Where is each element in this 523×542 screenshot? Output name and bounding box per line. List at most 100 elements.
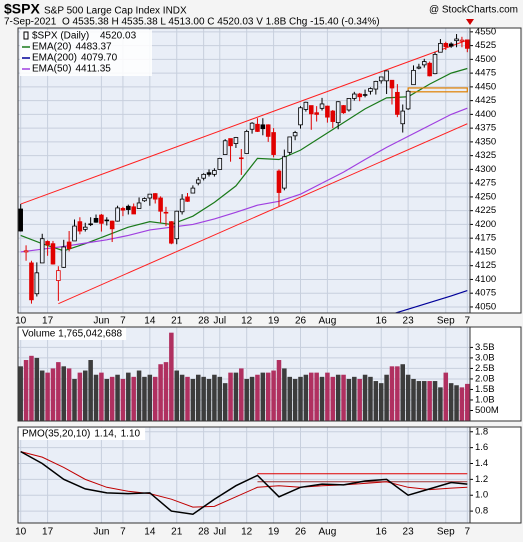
y-tick-label: 1.0B [475, 394, 495, 405]
candle-body [158, 197, 163, 212]
candle-body [346, 98, 352, 111]
candle-body [389, 79, 395, 89]
volume-bar [298, 376, 303, 421]
volume-bar [292, 378, 298, 421]
candle-body [66, 241, 72, 250]
x-tick-label: 7 [120, 316, 126, 327]
candle-body [314, 112, 319, 115]
volume-bar [276, 360, 282, 421]
x-tick-label: 10 [15, 527, 27, 538]
x-tick-label: 7 [465, 527, 471, 538]
volume-bar [77, 372, 83, 421]
volume-bar [115, 374, 120, 421]
candle-body [427, 62, 432, 77]
x-tick-label: 23 [403, 527, 415, 538]
volume-bar [34, 357, 40, 421]
volume-bar [152, 376, 158, 421]
legend-value: 1.10 [121, 429, 141, 440]
y-tick-label: 4075 [475, 288, 496, 299]
volume-bar [72, 378, 77, 421]
x-tick-label: 19 [268, 527, 280, 538]
y-tick-label: 4250 [475, 191, 496, 202]
y-tick-label: 4375 [475, 123, 496, 134]
candle-body [45, 241, 50, 246]
y-tick-label: 4125 [475, 260, 496, 271]
volume-bar [29, 355, 34, 421]
volume-bar [438, 387, 443, 421]
y-tick-label: 4425 [475, 95, 496, 106]
candle-body [82, 226, 88, 230]
candle-body [271, 132, 276, 155]
candle-body [152, 193, 158, 200]
candle-body [72, 225, 77, 242]
x-tick-label: 23 [403, 316, 415, 327]
volume-bar [222, 383, 228, 421]
volume-bar [163, 362, 169, 421]
candle-body [212, 170, 217, 175]
candle-body [265, 124, 271, 137]
candle-body [77, 221, 83, 232]
candle-body [308, 105, 314, 115]
panel-frame [17, 326, 522, 422]
candle-body [34, 272, 40, 295]
x-tick-label: 14 [144, 527, 156, 538]
volume-bar [126, 372, 131, 421]
y-tick-label: 3.0B [475, 352, 495, 363]
y-tick-label: 4500 [475, 54, 496, 65]
volume-bar [196, 374, 201, 421]
volume-bar [45, 372, 50, 421]
source: @ StockCharts.com [429, 5, 518, 16]
volume-bar [169, 332, 174, 421]
volume-bar [330, 376, 336, 421]
volume-bar [443, 372, 449, 421]
volume-bar [233, 372, 239, 421]
x-tick-label: 16 [376, 527, 388, 538]
y-tick-label: 4200 [475, 219, 496, 230]
candle-body [330, 110, 336, 122]
volume-bar [109, 376, 115, 421]
volume-bar [88, 360, 93, 421]
x-tick-label: Sep [437, 527, 455, 538]
volume-bar [325, 372, 330, 421]
candle-body [185, 196, 190, 202]
volume-bar [341, 374, 346, 421]
x-tick-label: 10 [15, 316, 27, 327]
y-tick-label: 4050 [475, 301, 496, 312]
volume-bar [239, 368, 244, 421]
volume-bar [282, 368, 287, 421]
legend-box [20, 30, 152, 76]
candle-body [448, 43, 454, 47]
date: 7-Sep-2021 [4, 17, 57, 28]
volume-bar [362, 374, 368, 421]
series-line [20, 451, 468, 508]
x-tick-label: 21 [171, 527, 183, 538]
volume-bar [23, 360, 29, 421]
candle-body [228, 138, 233, 147]
y-tick-label: 1.4 [475, 458, 488, 469]
y-tick-label: 4475 [475, 68, 496, 79]
volume-bar [368, 376, 373, 421]
candle-body [126, 205, 131, 210]
candle-body [163, 211, 169, 214]
volume-bar [416, 381, 422, 421]
candle-body [244, 131, 249, 154]
candle-body [416, 66, 422, 69]
x-tick-label: 28 [198, 316, 210, 327]
legend-value: 4483.37 [75, 42, 112, 53]
series-line [20, 450, 468, 516]
candle-body [260, 124, 266, 130]
panel-frame [17, 27, 522, 314]
y-tick-label: 4450 [475, 81, 496, 92]
y-tick-label: 4150 [475, 246, 496, 257]
y-tick-label: 2.5B [475, 363, 495, 374]
panel-background [18, 327, 470, 421]
volume-bar [228, 372, 233, 421]
volume-bar [352, 376, 357, 421]
legend-swatch [23, 31, 29, 40]
volume-bar [93, 374, 99, 421]
panel-title: PMO(35,20,10) [22, 429, 90, 440]
candle-body [378, 76, 384, 82]
candle-body [147, 193, 153, 199]
candle-body [120, 208, 126, 211]
